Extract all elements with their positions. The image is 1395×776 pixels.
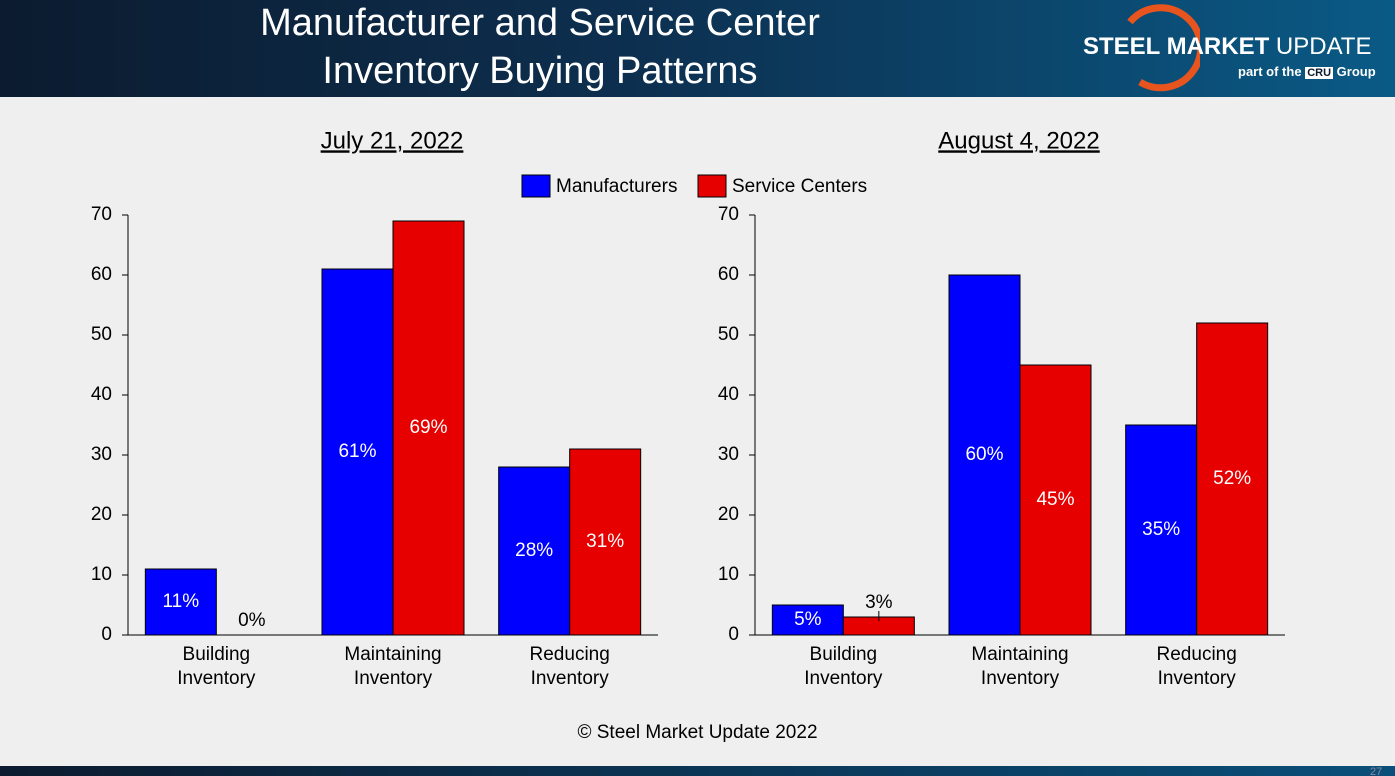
chart-title: July 21, 2022 <box>321 127 464 154</box>
value-label: 11% <box>163 591 200 612</box>
bar <box>392 220 465 636</box>
bar <box>1196 322 1269 636</box>
value-label: 61% <box>338 441 376 462</box>
y-tick-label: 70 <box>718 204 739 225</box>
copyright: © Steel Market Update 2022 <box>577 722 818 743</box>
y-tick-label: 50 <box>91 324 112 345</box>
logo-arc <box>1127 4 1200 92</box>
y-tick-label: 60 <box>91 264 112 285</box>
value-label: 35% <box>1142 519 1180 540</box>
legend-label: Service Centers <box>732 176 867 197</box>
x-tick-label: Reducing Inventory <box>529 644 610 689</box>
value-label: 60% <box>965 444 1003 465</box>
value-label: 52% <box>1213 468 1251 489</box>
y-tick-label: 30 <box>718 444 739 465</box>
y-tick-label: 40 <box>91 384 112 405</box>
value-label: 31% <box>586 531 624 552</box>
y-tick-label: 60 <box>718 264 739 285</box>
value-label: 69% <box>409 417 447 438</box>
y-tick-label: 20 <box>91 504 112 525</box>
x-tick-label: Building Inventory <box>177 644 256 689</box>
value-label: 45% <box>1036 489 1074 510</box>
y-tick-label: 10 <box>718 564 739 585</box>
bar <box>771 604 844 636</box>
logo-word: UPDATE <box>1275 33 1372 60</box>
bar <box>144 568 217 636</box>
value-label: 28% <box>515 540 553 561</box>
value-label: 5% <box>794 609 822 630</box>
group: Group <box>1336 64 1376 79</box>
bar <box>1019 364 1092 636</box>
footer-bar <box>0 766 1395 776</box>
legend-swatch <box>697 174 727 198</box>
y-tick-label: 70 <box>91 204 112 225</box>
chart-title: August 4, 2022 <box>938 127 1099 154</box>
tagline: part of the <box>1238 64 1302 79</box>
page-number: 27 <box>1370 766 1383 776</box>
legend-swatch <box>521 174 551 198</box>
bar <box>948 274 1021 636</box>
x-tick-label: Maintaining Inventory <box>344 644 442 689</box>
header: Manufacturer and Service Center Inventor… <box>0 0 1395 97</box>
value-label: 3% <box>865 592 893 613</box>
legend-label: Manufacturers <box>556 176 677 197</box>
logo-tagline: part of the CRU Group <box>1238 64 1376 79</box>
bar <box>498 466 571 636</box>
y-tick-label: 40 <box>718 384 739 405</box>
bar <box>569 448 642 636</box>
y-tick-label: 20 <box>718 504 739 525</box>
title-line: Manufacturer and Service Center <box>260 2 820 44</box>
x-tick-label: Maintaining Inventory <box>971 644 1069 689</box>
logo-bold: STEEL MARKET <box>1083 33 1270 60</box>
x-tick-label: Reducing Inventory <box>1156 644 1237 689</box>
y-tick-label: 10 <box>91 564 112 585</box>
value-label: 0% <box>238 610 266 631</box>
y-tick-label: 30 <box>91 444 112 465</box>
y-tick-label: 0 <box>728 624 739 645</box>
y-tick-label: 0 <box>101 624 112 645</box>
logo-name: STEEL MARKET UPDATE <box>1083 33 1371 61</box>
title-line: Inventory Buying Patterns <box>322 50 758 92</box>
x-tick-label: Building Inventory <box>804 644 883 689</box>
badge: CRU <box>1305 67 1334 79</box>
y-tick-label: 50 <box>718 324 739 345</box>
